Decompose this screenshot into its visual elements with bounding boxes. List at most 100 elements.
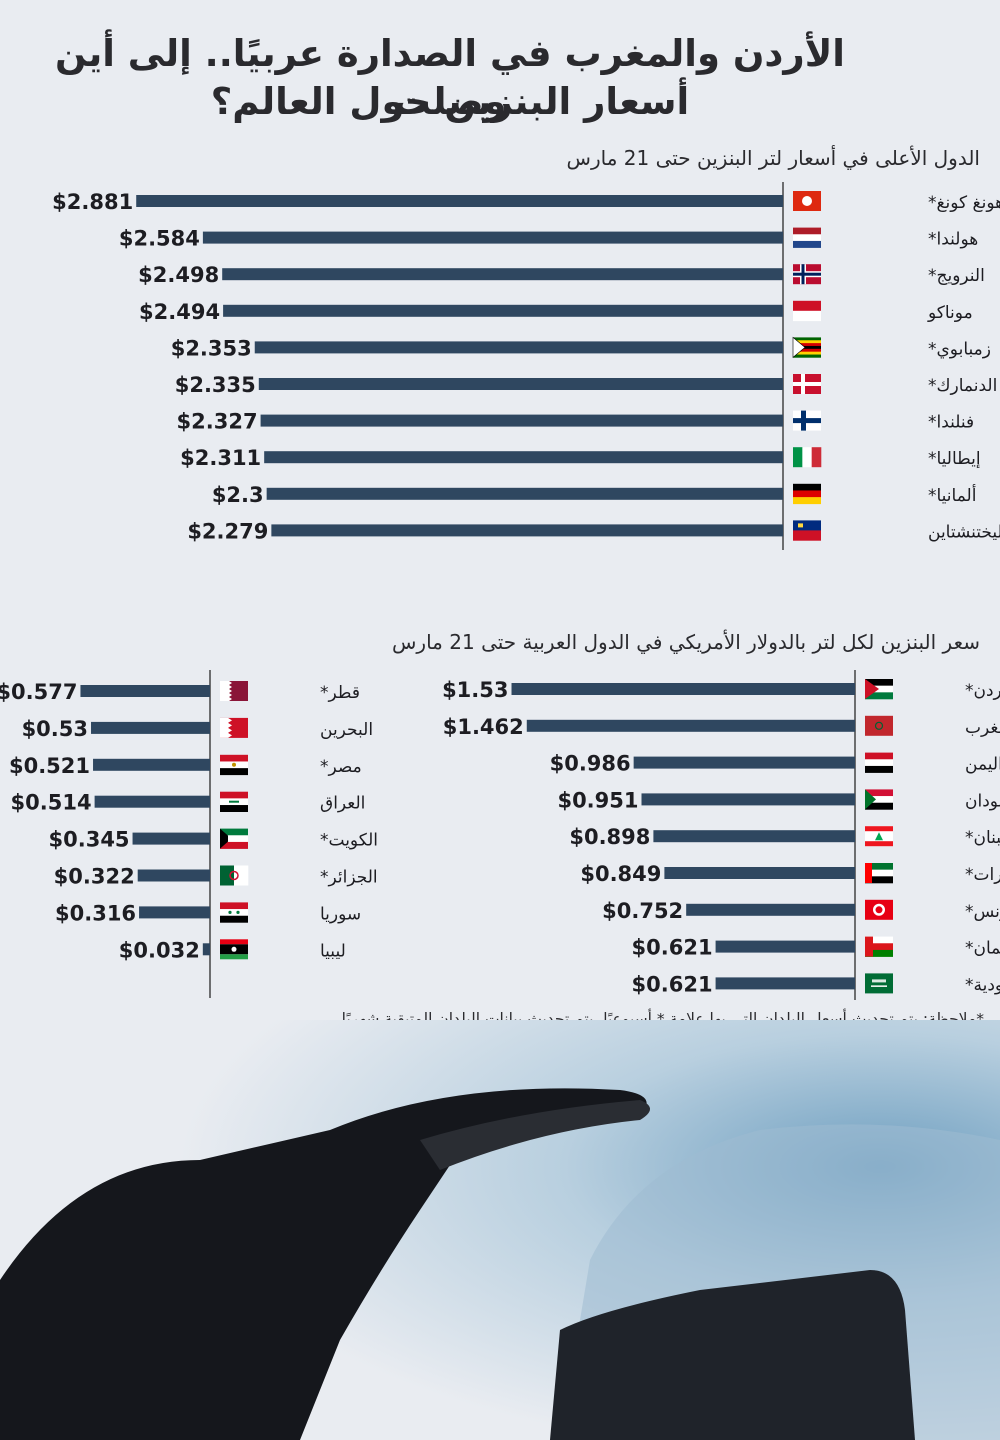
- zimbabwe-flag-icon: [792, 336, 821, 359]
- bar-row-2-8: $0.621 عمان*: [632, 936, 1000, 960]
- value-label: $0.322: [54, 865, 135, 889]
- bar-row-3-7: $0.316 سوريا: [55, 901, 361, 925]
- uae-flag-icon: [865, 863, 893, 884]
- fuel-door-shape: [550, 1270, 915, 1440]
- value-label: $2.279: [187, 519, 268, 543]
- value-label: $2.584: [119, 227, 200, 251]
- bar-row-2-6: $0.849 الإمارات*: [580, 862, 1000, 886]
- country-label: الكويت*: [320, 831, 378, 851]
- bar-row-3-2: $0.53 البحرين: [22, 717, 373, 741]
- tunisia-flag-icon: [865, 899, 893, 920]
- bar-row-2-9: $0.621 السعودية*: [632, 972, 1000, 996]
- country-label: سوريا: [320, 904, 361, 924]
- value-label: $1.462: [443, 715, 524, 739]
- bar: [641, 793, 855, 806]
- bar-row-1-3: $2.498 النرويج*: [138, 263, 985, 287]
- bar: [526, 719, 855, 732]
- value-label: $2.353: [171, 336, 252, 360]
- bar-charts: $2.881 هونغ كونغ* $2.584 هولندا* $2.498 النرو…: [0, 182, 1000, 1000]
- country-label: قطر*: [320, 683, 360, 703]
- value-label: $0.577: [0, 680, 77, 704]
- value-label: $0.752: [602, 899, 683, 923]
- netherlands-flag-icon: [793, 227, 821, 248]
- saudi-arabia-flag-icon: [865, 973, 893, 994]
- country-label: ألمانيا*: [928, 484, 976, 506]
- bar-row-1-9: $2.3 ألمانيا*: [212, 483, 977, 507]
- country-label: موناكو: [927, 303, 973, 323]
- bar-row-2-7: $0.752 تونس*: [602, 899, 1000, 923]
- egypt-flag-icon: [220, 754, 248, 776]
- finland-flag-icon: [793, 410, 821, 431]
- value-label: $0.898: [569, 825, 650, 849]
- jordan-flag-icon: [865, 679, 893, 700]
- country-label: ليختنشتاين: [928, 522, 1000, 542]
- country-label: العراق: [320, 794, 365, 814]
- bar: [254, 341, 784, 354]
- country-label: هونغ كونغ*: [928, 193, 1000, 213]
- bar: [271, 524, 783, 537]
- value-label: $2.498: [138, 263, 219, 287]
- country-label: زمبابوي*: [928, 339, 991, 359]
- country-label: الإمارات*: [965, 865, 1000, 885]
- bar: [633, 756, 855, 769]
- bar-row-1-8: $2.311 إيطاليا*: [180, 446, 980, 470]
- country-label: فنلندا*: [928, 413, 974, 433]
- value-label: $0.951: [557, 788, 638, 812]
- country-label: السودان: [965, 791, 1000, 811]
- country-label: عمان*: [965, 939, 1000, 959]
- chart-1: $2.881 هونغ كونغ* $2.584 هولندا* $2.498 النرو…: [52, 182, 1000, 550]
- libya-flag-icon: [220, 939, 248, 960]
- bar-row-3-8: $0.032 ليبيا: [119, 938, 346, 962]
- bar: [264, 451, 783, 464]
- syria-flag-icon: [220, 902, 248, 923]
- italy-flag-icon: [793, 447, 822, 468]
- page-title-line-2: أسعار البنزين حول العالم؟: [210, 80, 690, 123]
- bar-row-2-5: $0.898 لبنان*: [569, 825, 1000, 849]
- value-label: $2.3: [212, 483, 264, 507]
- bar: [139, 906, 210, 919]
- bar: [80, 685, 210, 697]
- bar: [715, 977, 855, 990]
- country-label: السعودية*: [965, 975, 1000, 995]
- monaco-flag-icon: [793, 300, 821, 322]
- bar: [260, 414, 783, 427]
- bar-row-1-7: $2.327 فنلندا*: [177, 410, 975, 434]
- bar-row-1-2: $2.584 هولندا*: [119, 227, 978, 251]
- hong-kong-flag-icon: [793, 191, 821, 211]
- chart-2: $1.53 الأردن* $1.462 المغرب $0.986 اليمن $0.95…: [442, 670, 1000, 1000]
- germany-flag-icon: [793, 483, 821, 505]
- nozzle-hand-silhouette: [0, 1088, 647, 1440]
- bar: [222, 268, 784, 281]
- lebanon-flag-icon: [865, 826, 893, 847]
- bahrain-flag-icon: [220, 717, 248, 738]
- value-label: $0.032: [119, 938, 200, 962]
- bar: [686, 903, 855, 916]
- denmark-flag-icon: [793, 374, 821, 394]
- country-label: الدنمارك*: [928, 376, 997, 396]
- liechtenstein-flag-icon: [793, 520, 821, 541]
- chart-2-title: سعر البنزين لكل لتر بالدولار الأمريكي في…: [392, 630, 980, 654]
- bar-row-3-3: $0.521 مصر*: [9, 754, 362, 778]
- country-label: إيطاليا*: [928, 449, 981, 469]
- bar: [202, 231, 784, 244]
- bar-row-3-5: $0.345 الكويت*: [49, 828, 378, 852]
- value-label: $2.494: [139, 300, 220, 324]
- value-label: $0.849: [580, 862, 661, 886]
- country-label: البحرين: [320, 720, 373, 740]
- value-label: $2.881: [52, 190, 133, 214]
- bar: [511, 683, 855, 695]
- value-label: $1.53: [442, 678, 508, 702]
- value-label: $0.53: [22, 717, 88, 741]
- qatar-flag-icon: [220, 681, 248, 701]
- value-label: $0.514: [11, 791, 92, 815]
- yemen-flag-icon: [865, 752, 893, 773]
- value-label: $2.327: [177, 410, 258, 434]
- country-label: المغرب: [965, 718, 1000, 738]
- country-label: الأردن*: [965, 680, 1000, 701]
- country-label: تونس*: [965, 902, 1000, 922]
- country-label: اليمن: [965, 755, 1000, 775]
- bar: [258, 378, 784, 390]
- nozzle-spout: [420, 1100, 650, 1170]
- iraq-flag-icon: [220, 791, 248, 812]
